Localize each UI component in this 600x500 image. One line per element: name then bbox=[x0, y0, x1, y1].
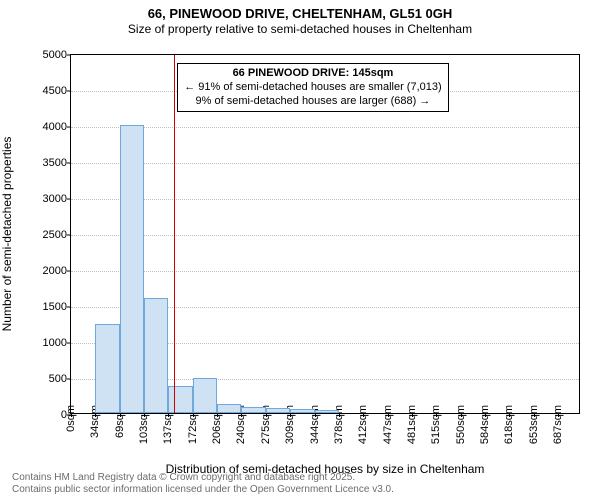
xtick-label: 412sqm bbox=[357, 405, 369, 444]
ytick-label: 2500 bbox=[23, 229, 67, 241]
ytick-label: 1500 bbox=[23, 301, 67, 313]
xtick-label: 515sqm bbox=[430, 405, 442, 444]
chart-plot-area: 0500100015002000250030003500400045005000… bbox=[70, 54, 580, 414]
chart-footer: Contains HM Land Registry data © Crown c… bbox=[12, 472, 394, 496]
ytick-label: 0 bbox=[23, 409, 67, 421]
histogram-bar bbox=[266, 408, 290, 413]
histogram-bar bbox=[217, 404, 241, 413]
gridline-h bbox=[71, 271, 579, 272]
reference-line bbox=[174, 55, 175, 413]
ytick-label: 500 bbox=[23, 373, 67, 385]
chart-title: 66, PINEWOOD DRIVE, CHELTENHAM, GL51 0GH bbox=[0, 0, 600, 22]
ytick-label: 5000 bbox=[23, 49, 67, 61]
xtick-label: 0sqm bbox=[65, 405, 77, 432]
footer-line-2: Contains public sector information licen… bbox=[12, 484, 394, 496]
ytick-label: 1000 bbox=[23, 337, 67, 349]
xtick-label: 653sqm bbox=[528, 405, 540, 444]
annotation-box: 66 PINEWOOD DRIVE: 145sqm← 91% of semi-d… bbox=[177, 63, 448, 112]
gridline-h bbox=[71, 163, 579, 164]
histogram-bar bbox=[168, 386, 193, 413]
gridline-h bbox=[71, 235, 579, 236]
footer-line-1: Contains HM Land Registry data © Crown c… bbox=[12, 472, 394, 484]
histogram-bar bbox=[290, 409, 315, 413]
ytick-label: 4500 bbox=[23, 85, 67, 97]
histogram-bar bbox=[144, 298, 168, 413]
histogram-bar bbox=[315, 410, 339, 413]
xtick-label: 584sqm bbox=[479, 405, 491, 444]
ytick-label: 3500 bbox=[23, 157, 67, 169]
xtick-label: 550sqm bbox=[455, 405, 467, 444]
xtick-label: 481sqm bbox=[406, 405, 418, 444]
annotation-line: ← 91% of semi-detached houses are smalle… bbox=[184, 81, 441, 95]
chart-subtitle: Size of property relative to semi-detach… bbox=[0, 22, 600, 38]
ytick-label: 2000 bbox=[23, 265, 67, 277]
xtick-label: 687sqm bbox=[552, 405, 564, 444]
y-axis-label: Number of semi-detached properties bbox=[0, 137, 14, 332]
xtick-label: 447sqm bbox=[382, 405, 394, 444]
gridline-h bbox=[71, 199, 579, 200]
ytick-label: 3000 bbox=[23, 193, 67, 205]
histogram-bar bbox=[241, 407, 266, 413]
histogram-bar bbox=[193, 378, 217, 413]
ytick-label: 4000 bbox=[23, 121, 67, 133]
annotation-line: 66 PINEWOOD DRIVE: 145sqm bbox=[184, 67, 441, 81]
gridline-h bbox=[71, 127, 579, 128]
xtick-label: 618sqm bbox=[503, 405, 515, 444]
annotation-line: 9% of semi-detached houses are larger (6… bbox=[184, 95, 441, 109]
histogram-bar bbox=[95, 324, 120, 413]
histogram-bar bbox=[120, 125, 144, 413]
